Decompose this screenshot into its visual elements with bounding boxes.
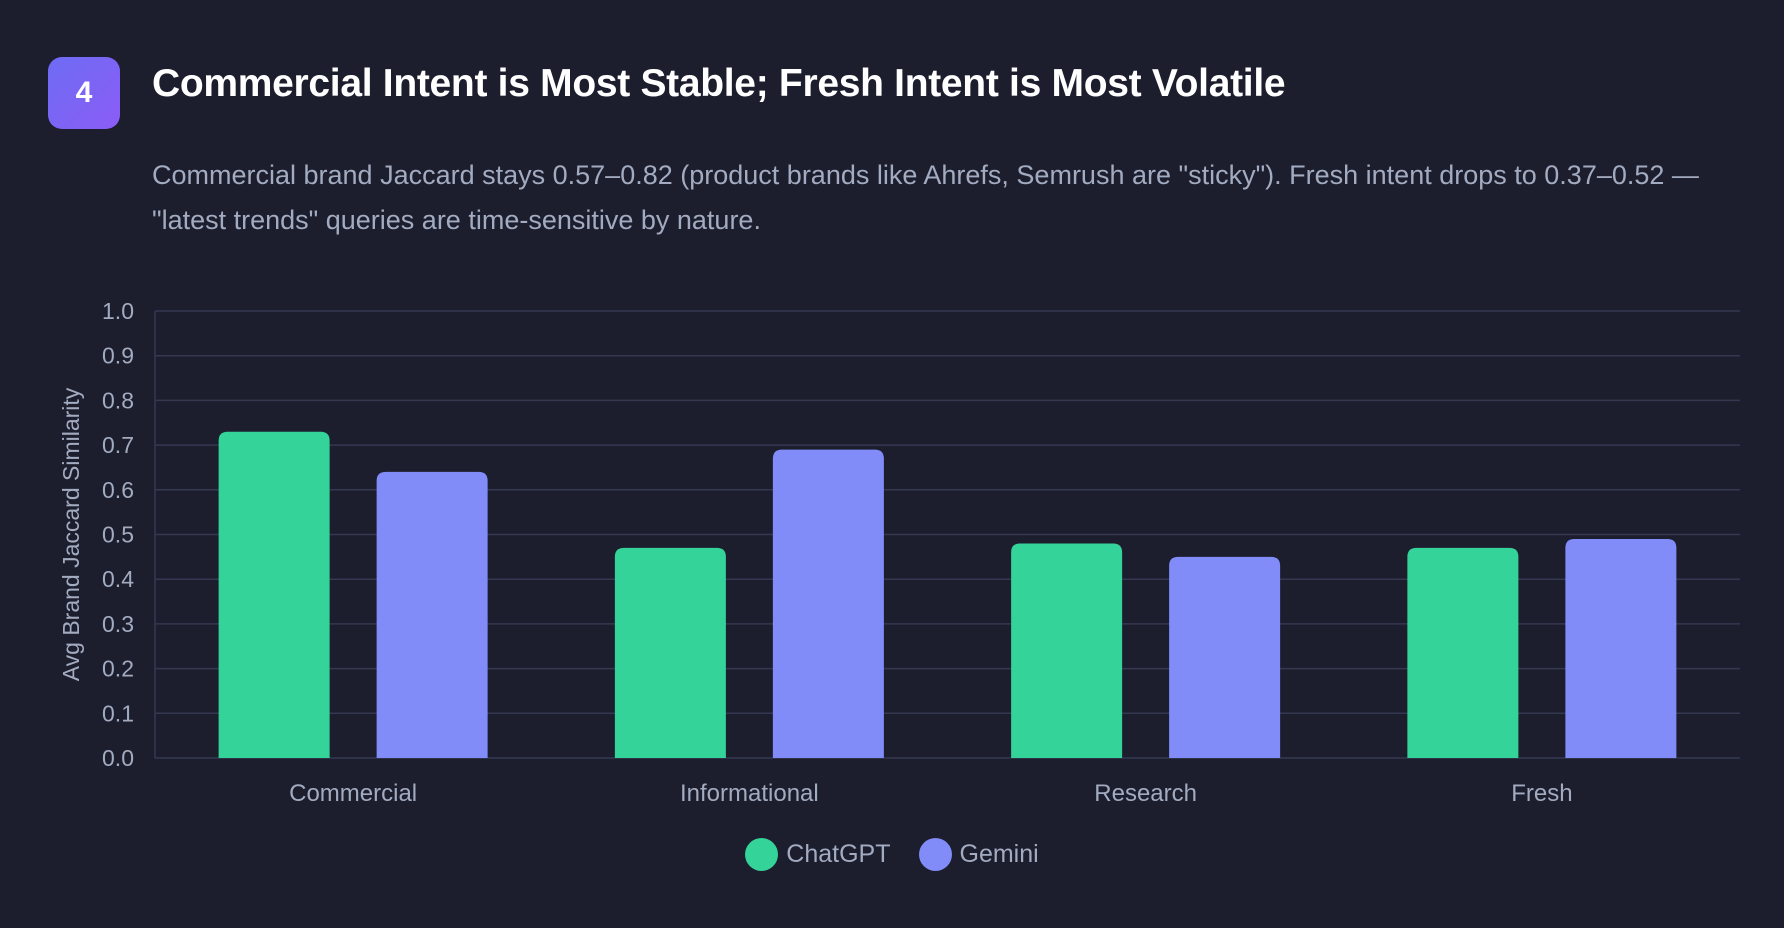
y-tick-label: 0.4 <box>102 566 134 592</box>
x-tick-label-informational: Informational <box>680 780 819 807</box>
y-tick-label: 0.8 <box>102 387 134 413</box>
section-number-badge: 4 <box>48 57 120 129</box>
y-axis-title: Avg Brand Jaccard Similarity <box>58 387 84 681</box>
legend-label-gemini: Gemini <box>959 840 1039 868</box>
bar-gemini-fresh[interactable] <box>1565 538 1677 758</box>
y-tick-label: 0.1 <box>102 700 134 726</box>
legend-label-chatgpt: ChatGPT <box>786 840 891 868</box>
bar-gemini-commercial[interactable] <box>376 471 488 758</box>
y-axis-ticks: 0.0 0.1 0.2 0.3 0.4 0.5 0.6 0.7 0.8 0.9 1.0 <box>102 298 134 771</box>
x-axis-labels: Commercial Informational Research Fresh <box>289 780 1572 807</box>
y-tick-label: 0.2 <box>102 656 134 682</box>
bar-chatgpt-fresh[interactable] <box>1407 547 1519 758</box>
y-tick-label: 0.0 <box>102 745 134 771</box>
y-tick-label: 0.3 <box>102 611 134 637</box>
bar-chatgpt-informational[interactable] <box>614 547 726 758</box>
bar-chatgpt-research[interactable] <box>1011 543 1123 758</box>
chart-bars <box>218 431 1677 758</box>
bar-chatgpt-commercial[interactable] <box>218 431 330 758</box>
y-tick-label: 1.0 <box>102 298 134 324</box>
page-subtitle: Commercial brand Jaccard stays 0.57–0.82… <box>152 160 1699 235</box>
y-tick-label: 0.9 <box>102 343 134 369</box>
x-tick-label-fresh: Fresh <box>1511 780 1572 807</box>
chart-legend: ChatGPT Gemini <box>0 838 1784 871</box>
legend-swatch-chatgpt <box>745 838 779 871</box>
page-title: Commercial Intent is Most Stable; Fresh … <box>152 62 1286 105</box>
y-tick-label: 0.6 <box>102 477 134 503</box>
legend-item-chatgpt[interactable]: ChatGPT <box>745 838 891 871</box>
x-tick-label-research: Research <box>1094 780 1197 807</box>
y-tick-label: 0.7 <box>102 432 134 458</box>
x-tick-label-commercial: Commercial <box>289 780 417 807</box>
y-tick-label: 0.5 <box>102 522 134 548</box>
legend-item-gemini[interactable]: Gemini <box>918 838 1039 871</box>
bar-gemini-informational[interactable] <box>772 449 884 758</box>
bar-gemini-research[interactable] <box>1169 556 1281 758</box>
legend-swatch-gemini <box>918 838 952 871</box>
bar-chart: 0.0 0.1 0.2 0.3 0.4 0.5 0.6 0.7 0.8 0.9 1.0 Commer… <box>58 298 1740 807</box>
